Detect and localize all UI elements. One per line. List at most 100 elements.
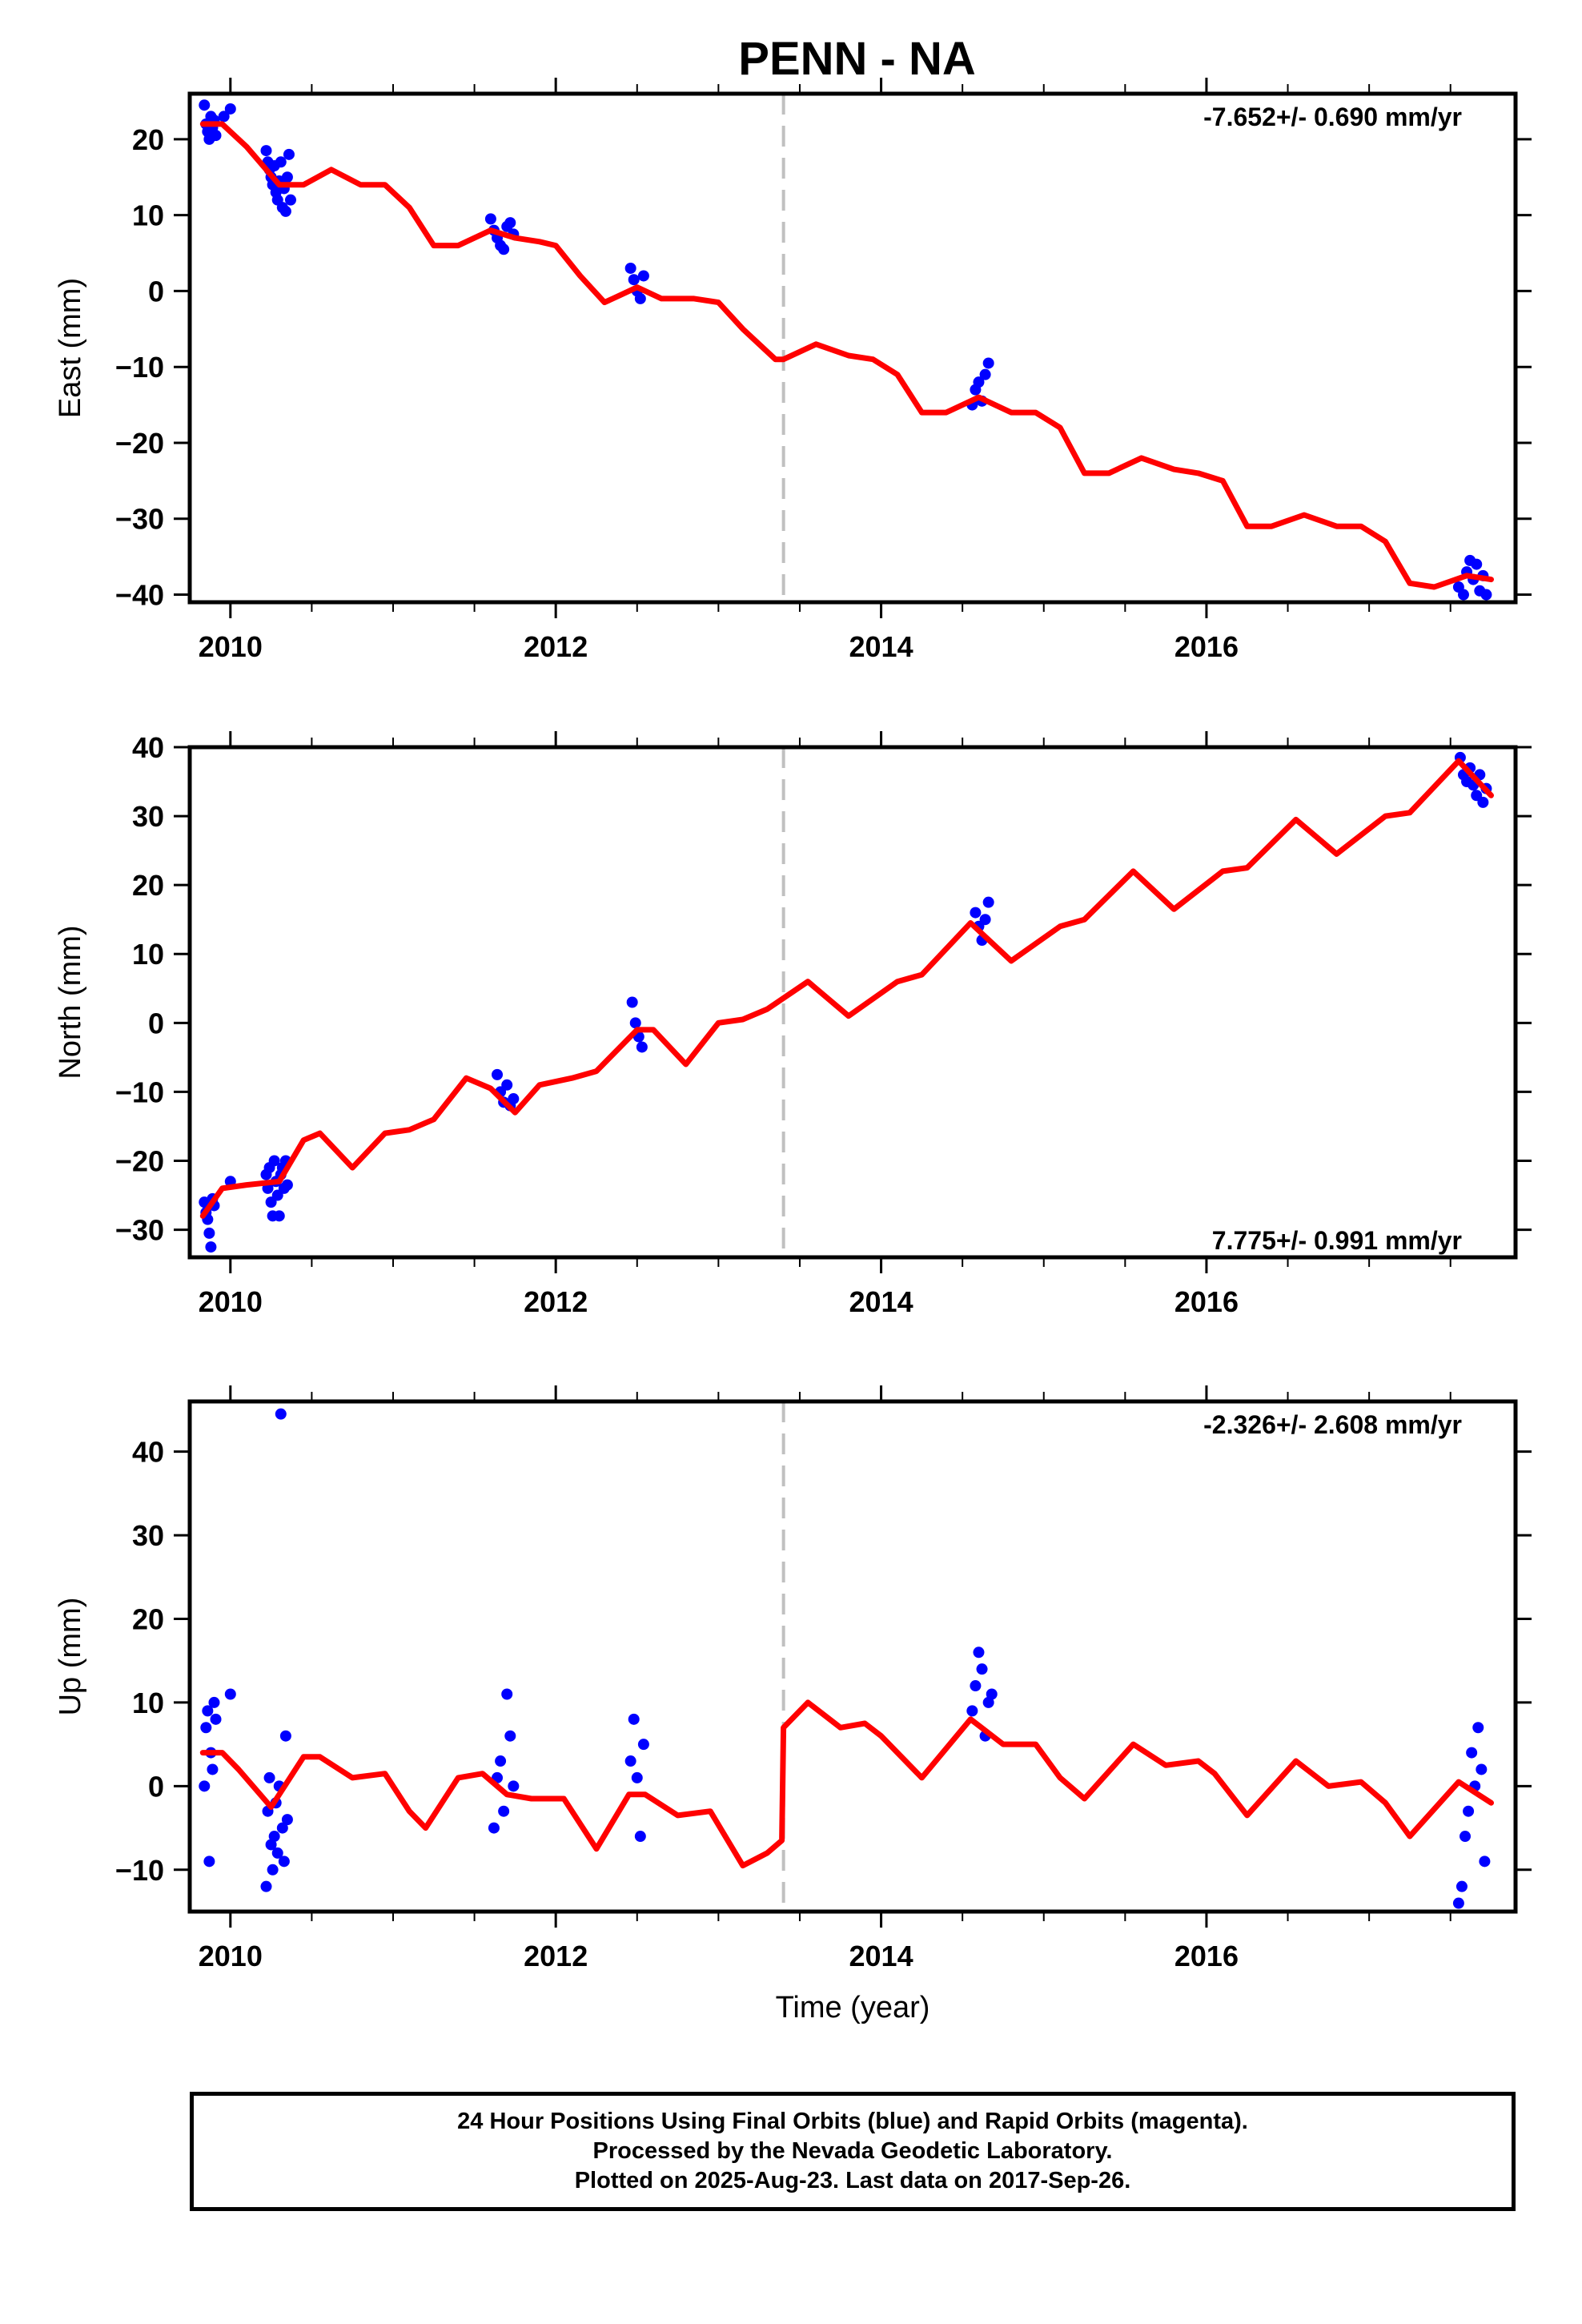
x-tick-label: 2010 bbox=[199, 1940, 263, 1972]
x-tick-label: 2014 bbox=[849, 1940, 913, 1972]
data-point bbox=[508, 1093, 520, 1105]
y-tick-label: 40 bbox=[132, 731, 164, 764]
footer-box: 24 Hour Positions Using Final Orbits (bl… bbox=[190, 2092, 1516, 2211]
data-point bbox=[976, 1663, 988, 1675]
x-tick-label: 2012 bbox=[524, 1940, 588, 1972]
data-point bbox=[218, 111, 230, 123]
y-tick-label: −30 bbox=[115, 1214, 164, 1247]
data-point bbox=[986, 1688, 998, 1700]
y-tick-label: 40 bbox=[132, 1436, 164, 1469]
y-tick-label: 20 bbox=[132, 869, 164, 902]
x-tick-label: 2012 bbox=[524, 630, 588, 663]
data-point bbox=[973, 1647, 985, 1659]
data-point bbox=[273, 1210, 285, 1222]
x-tick-label: 2014 bbox=[849, 1285, 913, 1318]
x-tick-label: 2012 bbox=[524, 1285, 588, 1318]
data-point bbox=[199, 1780, 211, 1792]
x-tick-label: 2010 bbox=[199, 1285, 263, 1318]
y-axis-label: North (mm) bbox=[54, 925, 87, 1079]
y-tick-label: 10 bbox=[132, 1687, 164, 1719]
y-tick-label: 10 bbox=[132, 938, 164, 971]
rate-label: -7.652+/- 0.690 mm/yr bbox=[1203, 103, 1462, 131]
data-point bbox=[224, 103, 236, 115]
x-tick-label: 2016 bbox=[1174, 1940, 1239, 1972]
data-point bbox=[267, 1864, 279, 1876]
y-tick-label: −20 bbox=[115, 427, 164, 460]
data-point bbox=[199, 99, 211, 111]
data-point bbox=[504, 1730, 516, 1742]
data-point bbox=[278, 1856, 290, 1868]
data-point bbox=[637, 1739, 649, 1751]
north-panel: 2010 2012 2014 2016 −30 −20 −10 0 10 20 30 40 North … bbox=[54, 731, 1532, 1318]
x-tick-label: 2016 bbox=[1174, 1285, 1239, 1318]
footer-line-3: Plotted on 2025-Aug-23. Last data on 201… bbox=[574, 2168, 1131, 2193]
data-point bbox=[224, 1688, 236, 1700]
y-tick-label: −10 bbox=[115, 1076, 164, 1108]
x-axis-label: Time (year) bbox=[776, 1991, 930, 2024]
y-axis-label: Up (mm) bbox=[54, 1598, 87, 1716]
plot-frame bbox=[187, 1399, 1518, 1914]
y-tick-label: −30 bbox=[115, 503, 164, 536]
data-point bbox=[260, 145, 272, 157]
data-point bbox=[495, 1755, 507, 1767]
data-point bbox=[1479, 1856, 1491, 1868]
data-point bbox=[626, 996, 638, 1008]
up-panel: 2010 2012 2014 2016 −10 0 10 20 30 40 Up (mm) Time … bbox=[54, 1385, 1532, 2024]
data-point bbox=[1472, 1722, 1484, 1734]
data-point bbox=[271, 1847, 283, 1859]
data-point bbox=[637, 270, 649, 282]
data-point bbox=[488, 1822, 500, 1834]
y-tick-label: −10 bbox=[115, 1854, 164, 1887]
plot-area bbox=[199, 94, 1494, 602]
plot-area bbox=[199, 1401, 1494, 1912]
data-point bbox=[281, 1179, 293, 1191]
model-curve bbox=[199, 758, 1494, 1219]
data-point bbox=[970, 907, 982, 919]
data-point bbox=[1466, 1747, 1478, 1759]
data-point bbox=[276, 1822, 288, 1834]
data-point bbox=[1476, 1763, 1488, 1775]
rate-label: -2.326+/- 2.608 mm/yr bbox=[1203, 1410, 1462, 1439]
data-point bbox=[281, 1814, 293, 1826]
data-point bbox=[1477, 796, 1489, 808]
data-point bbox=[1457, 589, 1469, 601]
y-tick-label: 20 bbox=[132, 123, 164, 156]
data-point bbox=[973, 376, 985, 388]
data-point bbox=[210, 1713, 222, 1725]
data-point bbox=[268, 1831, 280, 1843]
page-title: PENN - NA bbox=[738, 33, 976, 85]
data-point bbox=[203, 1856, 215, 1868]
data-point bbox=[207, 1763, 219, 1775]
y-tick-label: 0 bbox=[148, 1007, 164, 1039]
data-point bbox=[263, 1771, 275, 1783]
data-point bbox=[275, 1408, 287, 1420]
data-point bbox=[631, 1771, 643, 1783]
data-point bbox=[628, 1713, 640, 1725]
y-tick-label: 0 bbox=[148, 1770, 164, 1803]
data-point bbox=[1471, 558, 1483, 570]
y-tick-label: 0 bbox=[148, 275, 164, 308]
data-point bbox=[634, 292, 646, 304]
data-point bbox=[982, 896, 994, 908]
data-point bbox=[982, 357, 994, 369]
data-point bbox=[501, 1079, 513, 1091]
data-point bbox=[966, 1705, 978, 1717]
y-tick-label: 30 bbox=[132, 800, 164, 833]
data-point bbox=[279, 205, 291, 217]
data-point bbox=[1480, 589, 1492, 601]
y-tick-label: 30 bbox=[132, 1519, 164, 1552]
data-point bbox=[634, 1831, 646, 1843]
data-point bbox=[970, 1680, 982, 1692]
east-panel: 2010 2012 2014 2016 −40 −30 −20 −10 0 10 20 East (m… bbox=[54, 78, 1532, 663]
y-tick-label: −40 bbox=[115, 579, 164, 612]
data-point bbox=[508, 1780, 520, 1792]
data-point bbox=[484, 213, 496, 225]
data-point bbox=[498, 243, 510, 255]
y-axis-label: East (mm) bbox=[54, 278, 87, 418]
x-tick-label: 2010 bbox=[199, 630, 263, 663]
footer-line-1: 24 Hour Positions Using Final Orbits (bl… bbox=[457, 2109, 1248, 2134]
data-point bbox=[501, 1688, 513, 1700]
plot-frame bbox=[187, 745, 1518, 1260]
data-point bbox=[1463, 1805, 1475, 1817]
